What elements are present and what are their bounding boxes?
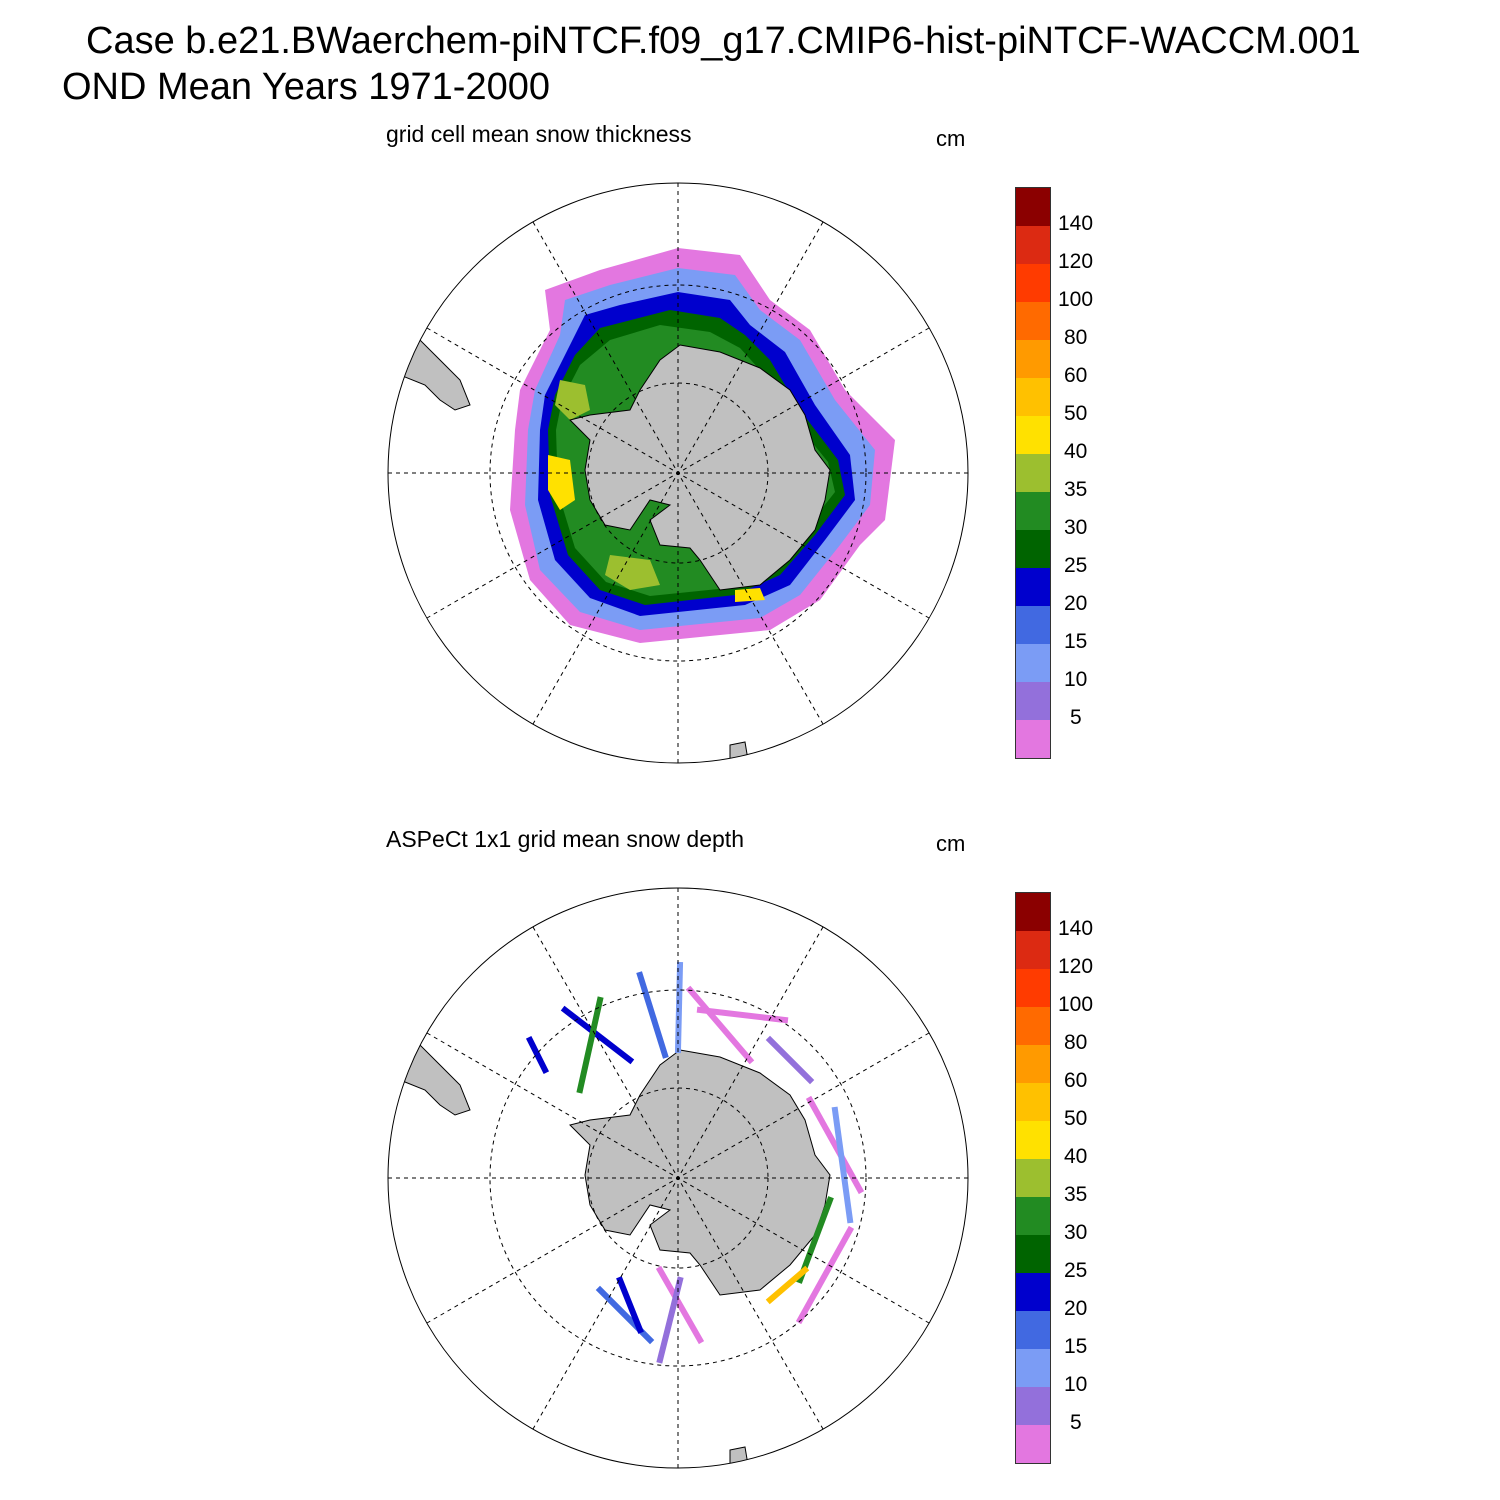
colorbar-swatch <box>1016 454 1050 492</box>
track-17 <box>656 1276 684 1364</box>
track-10 <box>831 1106 854 1224</box>
track-9 <box>805 1095 865 1195</box>
colorbar-swatch <box>1016 1159 1050 1197</box>
colorbar-label: 40 <box>1064 1145 1088 1168</box>
snow-band-40cm <box>548 455 575 510</box>
panel-2-title: ASPeCt 1x1 grid mean snow depth <box>386 826 744 852</box>
snow-band-35cm-b <box>605 555 660 590</box>
colorbar-label: 35 <box>1064 478 1088 501</box>
colorbar-label: 120 <box>1058 250 1094 273</box>
colorbar-swatch <box>1016 1121 1050 1159</box>
colorbar-swatch <box>1016 1387 1050 1425</box>
colorbar-label: 30 <box>1064 1221 1088 1244</box>
track-2 <box>685 985 755 1065</box>
colorbar-1 <box>1015 187 1051 759</box>
antarctica-land <box>569 344 831 591</box>
colorbar-swatch <box>1016 644 1050 682</box>
panel-1-title: grid cell mean snow thickness <box>386 121 692 147</box>
colorbar-swatch <box>1016 1045 1050 1083</box>
colorbar-label: 20 <box>1064 1297 1088 1320</box>
colorbar-swatch <box>1016 1349 1050 1387</box>
colorbar-swatch <box>1016 931 1050 969</box>
colorbar-swatch <box>1016 682 1050 720</box>
colorbar-label: 60 <box>1064 1069 1088 1092</box>
track-4 <box>576 996 604 1094</box>
colorbar-swatch <box>1016 492 1050 530</box>
colorbar-label: 80 <box>1064 326 1088 349</box>
graticule-2 <box>388 888 968 1468</box>
track-16 <box>616 1276 644 1334</box>
panel-1-unit: cm <box>936 126 966 151</box>
colorbar-label: 140 <box>1058 917 1094 940</box>
colorbar-label: 15 <box>1064 630 1088 653</box>
track-6 <box>525 1035 550 1075</box>
colorbar-swatch <box>1016 1007 1050 1045</box>
colorbar-swatch <box>1016 969 1050 1007</box>
track-3 <box>560 1005 635 1065</box>
track-8 <box>765 1035 815 1085</box>
colorbar-label: 25 <box>1064 1259 1088 1282</box>
colorbar-label: 25 <box>1064 554 1088 577</box>
colorbar-swatch <box>1016 188 1050 226</box>
colorbar-2 <box>1015 892 1051 1464</box>
colorbar-label: 50 <box>1064 402 1088 425</box>
antarctica-land-2 <box>569 1049 831 1296</box>
colorbar-swatch <box>1016 720 1050 758</box>
colorbar-swatch <box>1016 530 1050 568</box>
colorbar-swatch <box>1016 606 1050 644</box>
colorbar-label: 100 <box>1058 288 1094 311</box>
panel-2-unit: cm <box>936 831 966 856</box>
colorbar-swatch <box>1016 1311 1050 1349</box>
colorbar-label: 15 <box>1064 1335 1088 1358</box>
colorbar-swatch <box>1016 416 1050 454</box>
colorbar-label: 5 <box>1070 706 1082 729</box>
colorbar-swatch <box>1016 264 1050 302</box>
snow-band-35cm <box>555 380 590 420</box>
snow-band-40cm-b <box>735 588 765 602</box>
colorbar-label: 5 <box>1070 1411 1082 1434</box>
track-13 <box>795 1225 855 1325</box>
observation-tracks <box>525 961 865 1364</box>
colorbar-swatch <box>1016 302 1050 340</box>
colorbar-swatch <box>1016 893 1050 931</box>
figure-title: Case b.e21.BWaerchem-piNTCF.f09_g17.CMIP… <box>86 20 1361 62</box>
colorbar-swatch <box>1016 1425 1050 1463</box>
colorbar-label: 100 <box>1058 993 1094 1016</box>
colorbar-swatch <box>1016 340 1050 378</box>
colorbar-label: 80 <box>1064 1031 1088 1054</box>
colorbar-swatch <box>1016 1083 1050 1121</box>
colorbar-swatch <box>1016 568 1050 606</box>
colorbar-swatch <box>1016 1273 1050 1311</box>
colorbar-swatch <box>1016 378 1050 416</box>
track-15 <box>655 1265 705 1345</box>
figure-subtitle: OND Mean Years 1971-2000 <box>62 66 550 108</box>
colorbar-label: 40 <box>1064 440 1088 463</box>
colorbar-swatch <box>1016 1197 1050 1235</box>
track-12 <box>765 1265 810 1305</box>
graticule <box>388 183 968 763</box>
colorbar-label: 10 <box>1064 668 1088 691</box>
colorbar-label: 10 <box>1064 1373 1088 1396</box>
colorbar-swatch <box>1016 226 1050 264</box>
colorbar-label: 35 <box>1064 1183 1088 1206</box>
colorbar-label: 60 <box>1064 364 1088 387</box>
track-5 <box>636 971 669 1059</box>
colorbar-label: 50 <box>1064 1107 1088 1130</box>
colorbar-label: 20 <box>1064 592 1088 615</box>
colorbar-label: 140 <box>1058 212 1094 235</box>
colorbar-label: 120 <box>1058 955 1094 978</box>
colorbar-swatch <box>1016 1235 1050 1273</box>
track-7 <box>696 1006 789 1024</box>
colorbar-label: 30 <box>1064 516 1088 539</box>
